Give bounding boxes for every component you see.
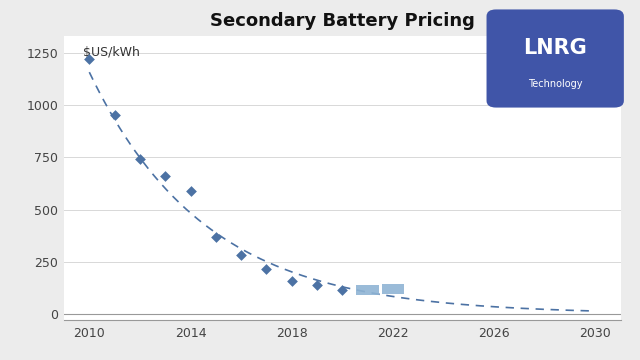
Point — [186, 188, 196, 194]
Point — [84, 56, 95, 62]
FancyBboxPatch shape — [486, 9, 624, 108]
Point — [236, 252, 246, 257]
Point — [337, 287, 348, 293]
Point — [261, 266, 271, 272]
Title: Secondary Battery Pricing: Secondary Battery Pricing — [210, 12, 475, 30]
Point — [135, 157, 145, 162]
Point — [109, 113, 120, 118]
Point — [160, 173, 170, 179]
Text: Technology: Technology — [528, 79, 582, 89]
Point — [287, 278, 297, 284]
Point — [211, 234, 221, 240]
Bar — [356, 285, 379, 295]
Text: LNRG: LNRG — [524, 39, 587, 58]
Text: $US/kWh: $US/kWh — [83, 46, 140, 59]
Bar — [381, 284, 404, 294]
Point — [312, 282, 322, 288]
